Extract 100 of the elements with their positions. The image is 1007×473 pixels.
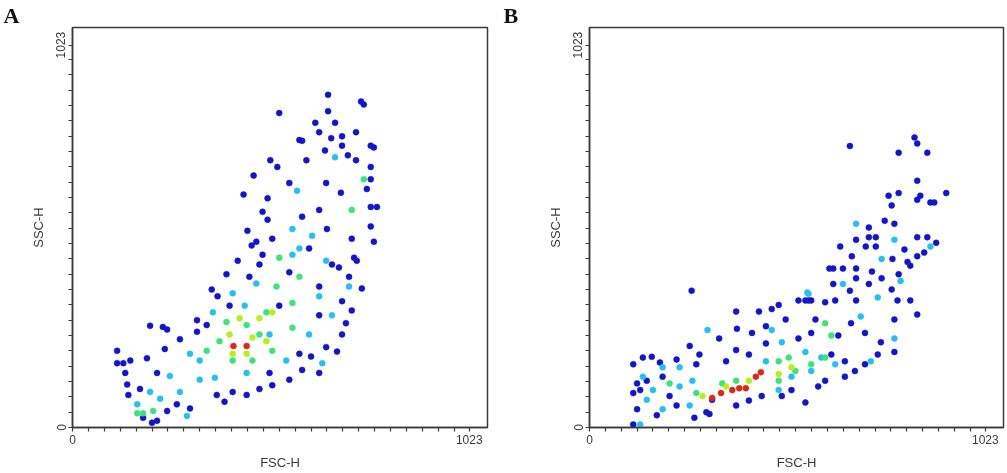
point: [331, 153, 339, 161]
point: [134, 401, 141, 408]
point: [203, 347, 210, 355]
point: [243, 369, 250, 377]
point: [839, 280, 847, 288]
x-tick-label: 1023: [455, 432, 483, 447]
point: [308, 232, 316, 239]
point: [788, 373, 795, 380]
point: [788, 364, 795, 371]
x-tick-label: 1023: [971, 432, 999, 447]
point: [802, 348, 809, 356]
point: [226, 331, 233, 338]
point: [253, 280, 260, 287]
point: [211, 374, 219, 382]
point: [752, 373, 760, 380]
point: [891, 236, 898, 244]
point: [778, 339, 786, 346]
point: [775, 358, 782, 365]
point: [693, 389, 700, 397]
point: [718, 380, 726, 387]
chart-title: B: [503, 2, 519, 28]
point: [717, 389, 725, 397]
point: [821, 319, 829, 327]
point: [243, 321, 250, 329]
point: [775, 386, 782, 394]
point: [263, 309, 270, 316]
point: [807, 361, 815, 368]
point: [348, 206, 355, 214]
point: [236, 315, 243, 322]
point: [689, 377, 696, 385]
point: [659, 405, 666, 413]
point: [897, 277, 904, 285]
point: [266, 331, 273, 338]
point: [273, 283, 280, 290]
point: [328, 312, 336, 319]
y-axis-title: SSC-H: [30, 207, 46, 248]
point: [183, 412, 191, 420]
point: [156, 395, 164, 402]
point: [319, 359, 326, 367]
point: [639, 373, 647, 380]
point: [867, 358, 875, 365]
point: [282, 357, 290, 364]
point: [296, 273, 303, 281]
point: [742, 385, 750, 392]
point: [268, 347, 276, 355]
point: [229, 350, 236, 358]
point: [775, 370, 782, 378]
point: [146, 388, 154, 396]
point: [735, 385, 743, 392]
point: [223, 318, 230, 326]
point: [249, 334, 256, 341]
point: [360, 176, 368, 183]
point: [256, 331, 263, 338]
point: [293, 187, 301, 195]
chart-title: A: [3, 2, 20, 28]
point: [166, 372, 174, 380]
point: [649, 386, 657, 394]
point: [807, 367, 815, 375]
point: [686, 402, 693, 409]
point: [927, 243, 934, 250]
point: [345, 283, 353, 290]
point: [275, 254, 283, 262]
point: [229, 290, 236, 297]
point: [722, 383, 730, 390]
point: [241, 302, 248, 309]
point: [243, 342, 250, 350]
point: [732, 377, 740, 385]
point: [745, 377, 753, 385]
point: [289, 324, 296, 331]
point: [636, 421, 644, 428]
point: [785, 354, 793, 361]
point: [676, 383, 683, 390]
point: [643, 396, 651, 404]
point: [229, 357, 236, 364]
point: [216, 337, 223, 345]
point: [230, 342, 237, 350]
y-axis-title: SSC-H: [547, 207, 563, 248]
point: [757, 368, 765, 376]
point: [149, 407, 157, 415]
point: [268, 309, 276, 316]
point: [256, 315, 263, 322]
point: [139, 410, 147, 417]
point: [852, 220, 860, 228]
point: [289, 299, 296, 307]
point: [699, 392, 706, 400]
point: [857, 313, 864, 320]
point: [289, 251, 296, 259]
point: [315, 293, 323, 300]
x-axis-title: FSC-H: [260, 454, 300, 470]
x-axis-title: FSC-H: [776, 454, 817, 470]
point: [134, 410, 141, 417]
point: [176, 388, 184, 396]
point: [729, 386, 736, 394]
point: [878, 255, 885, 263]
point: [296, 245, 303, 252]
point: [659, 364, 666, 371]
point: [676, 364, 683, 371]
point: [209, 309, 217, 316]
point: [196, 357, 203, 364]
point: [762, 358, 770, 365]
